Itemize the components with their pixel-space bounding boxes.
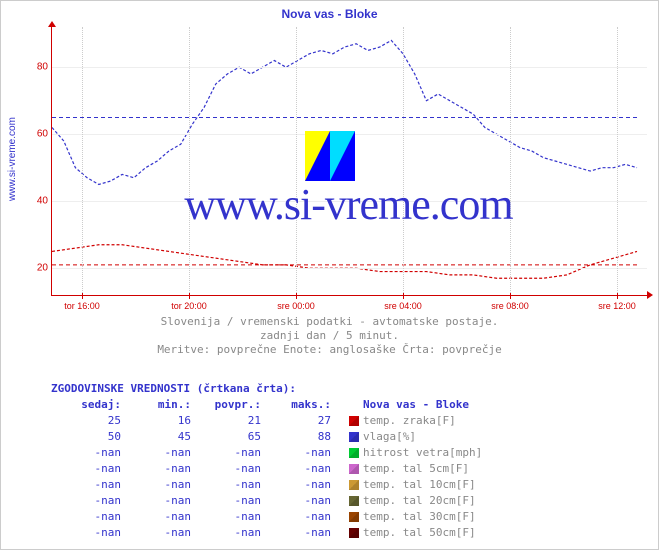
table-cell: -nan [261, 477, 331, 493]
x-gridline [617, 27, 618, 295]
table-cell: -nan [51, 477, 121, 493]
metric-label: temp. tal 30cm[F] [363, 510, 476, 523]
table-cell: -nan [51, 493, 121, 509]
series-swatch [349, 512, 359, 522]
table-cell: 27 [261, 413, 331, 429]
table-cell: -nan [51, 509, 121, 525]
x-gridline [296, 27, 297, 295]
table-row: -nan-nan-nan-nantemp. tal 5cm[F] [51, 461, 482, 477]
table-row: -nan-nan-nan-nantemp. tal 10cm[F] [51, 477, 482, 493]
table-cell: -nan [51, 445, 121, 461]
history-table: ZGODOVINSKE VREDNOSTI (črtkana črta):sed… [51, 381, 482, 541]
x-tick-label: sre 00:00 [277, 301, 315, 311]
table-cell: 88 [261, 429, 331, 445]
x-tick-label: sre 08:00 [491, 301, 529, 311]
x-tick-label: sre 12:00 [598, 301, 636, 311]
y-tick-label: 80 [30, 62, 48, 73]
series-swatch [349, 480, 359, 490]
table-cell: -nan [191, 509, 261, 525]
x-tick-label: tor 20:00 [171, 301, 207, 311]
table-cell: -nan [261, 525, 331, 541]
x-tick [403, 293, 404, 299]
y-gridline [52, 268, 647, 269]
table-cell: 50 [51, 429, 121, 445]
table-row: 25162127 temp. zraka[F] [51, 413, 482, 429]
table-cell: -nan [261, 509, 331, 525]
y-tick-label: 60 [30, 129, 48, 140]
table-cell: -nan [261, 461, 331, 477]
table-cell: -nan [121, 509, 191, 525]
table-cell: 16 [121, 413, 191, 429]
y-tick-label: 40 [30, 196, 48, 207]
y-tick-label: 20 [30, 263, 48, 274]
x-tick-label: sre 04:00 [384, 301, 422, 311]
x-gridline [189, 27, 190, 295]
table-cell: -nan [191, 525, 261, 541]
table-cell: -nan [51, 525, 121, 541]
series-swatch [349, 464, 359, 474]
x-gridline [82, 27, 83, 295]
table-cell: 65 [191, 429, 261, 445]
table-cell: -nan [121, 477, 191, 493]
x-tick [82, 293, 83, 299]
x-tick [189, 293, 190, 299]
x-tick [617, 293, 618, 299]
chart-title: Nova vas - Bloke [1, 1, 658, 21]
metric-label: vlaga[%] [363, 430, 416, 443]
y-gridline [52, 67, 647, 68]
table-cell: -nan [121, 461, 191, 477]
watermark-logo [305, 131, 355, 181]
table-cell: -nan [191, 493, 261, 509]
table-col-header: sedaj: [51, 397, 121, 413]
x-gridline [510, 27, 511, 295]
table-cell: -nan [261, 445, 331, 461]
table-cell: 21 [191, 413, 261, 429]
series-swatch [349, 496, 359, 506]
x-gridline [403, 27, 404, 295]
table-cell: -nan [191, 445, 261, 461]
table-cell: -nan [51, 461, 121, 477]
series-swatch [349, 416, 359, 426]
subtitle-line: Meritve: povprečne Enote: anglosaške Črt… [1, 343, 658, 357]
table-col-header: povpr.: [191, 397, 261, 413]
table-cell: -nan [191, 477, 261, 493]
metric-label: hitrost vetra[mph] [363, 446, 482, 459]
table-cell: -nan [121, 525, 191, 541]
x-tick [296, 293, 297, 299]
x-axis-arrow [647, 291, 653, 299]
table-station: Nova vas - Bloke [363, 398, 469, 411]
table-row: -nan-nan-nan-nantemp. tal 30cm[F] [51, 509, 482, 525]
chart-subtitle: Slovenija / vremenski podatki - avtomats… [1, 315, 658, 357]
table-cell: -nan [261, 493, 331, 509]
site-sidetext: www.si-vreme.com [7, 117, 18, 201]
subtitle-line: Slovenija / vremenski podatki - avtomats… [1, 315, 658, 329]
table-title: ZGODOVINSKE VREDNOSTI (črtkana črta): [51, 381, 482, 397]
table-col-header: maks.: [261, 397, 331, 413]
table-row: -nan-nan-nan-nanhitrost vetra[mph] [51, 445, 482, 461]
table-cell: 45 [121, 429, 191, 445]
metric-label: temp. tal 50cm[F] [363, 526, 476, 539]
metric-label: temp. tal 20cm[F] [363, 494, 476, 507]
table-cell: -nan [121, 493, 191, 509]
x-tick [510, 293, 511, 299]
metric-label: temp. tal 5cm[F] [363, 462, 469, 475]
subtitle-line: zadnji dan / 5 minut. [1, 329, 658, 343]
series-swatch [349, 528, 359, 538]
table-cell: -nan [121, 445, 191, 461]
table-col-header: min.: [121, 397, 191, 413]
watermark-text: www.si-vreme.com [51, 179, 646, 230]
table-cell: -nan [191, 461, 261, 477]
metric-label: temp. zraka[F] [363, 414, 456, 427]
table-row: -nan-nan-nan-nantemp. tal 20cm[F] [51, 493, 482, 509]
table-row: 50456588 vlaga[%] [51, 429, 482, 445]
series-swatch [349, 432, 359, 442]
metric-label: temp. tal 10cm[F] [363, 478, 476, 491]
table-head-row: sedaj:min.:povpr.:maks.: Nova vas - Bloke [51, 397, 482, 413]
series-swatch [349, 448, 359, 458]
x-tick-label: tor 16:00 [64, 301, 100, 311]
table-row: -nan-nan-nan-nantemp. tal 50cm[F] [51, 525, 482, 541]
table-cell: 25 [51, 413, 121, 429]
